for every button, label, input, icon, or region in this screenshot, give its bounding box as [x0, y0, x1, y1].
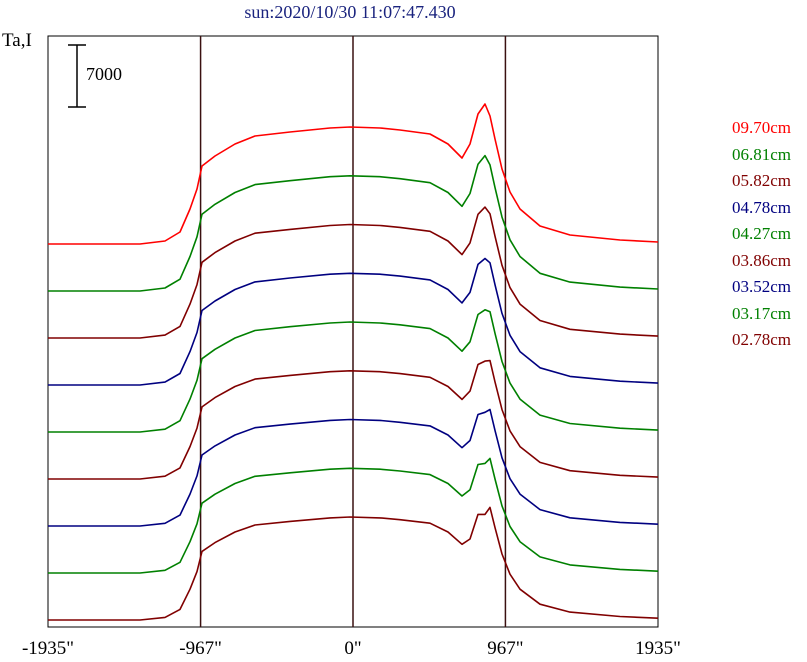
series-line [48, 103, 659, 245]
x-tick-label: 1935" [635, 638, 681, 659]
series-line [48, 359, 659, 480]
series-line [48, 457, 659, 574]
x-tick-label: -1935" [21, 638, 75, 659]
series-line [48, 206, 659, 339]
series-line [48, 154, 659, 292]
legend-item: 06.81cm [732, 144, 792, 164]
legend-item: 09.70cm [732, 118, 792, 137]
legend-item: 05.82cm [732, 171, 792, 190]
legend-item: 04.27cm [732, 224, 792, 243]
legend-item: 03.52cm [732, 277, 792, 296]
series-line [48, 309, 659, 433]
chart-title: sun:2020/10/30 11:07:47.430 [244, 2, 456, 22]
series-line [48, 408, 659, 527]
y-axis-label: Ta,I [2, 30, 32, 51]
legend-item: 04.78cm [732, 197, 792, 217]
x-tick-label: -967" [179, 638, 222, 659]
series-line [48, 257, 659, 386]
x-tick-label: 0" [344, 638, 362, 659]
series-line [48, 506, 659, 621]
legend-item: 02.78cm [732, 330, 792, 349]
scale-bar-label: 7000 [86, 64, 122, 84]
legend-item: 03.86cm [732, 250, 792, 270]
legend-item: 03.17cm [732, 303, 792, 323]
x-tick-label: 967" [487, 638, 524, 659]
